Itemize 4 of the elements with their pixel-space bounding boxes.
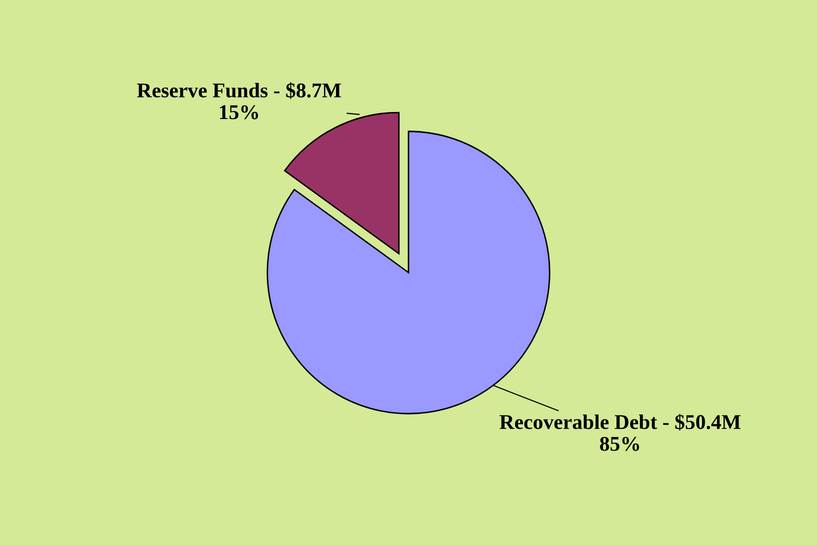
data-label: 85% xyxy=(600,436,640,451)
slice-label: Reserve Funds - $8.7M xyxy=(137,82,341,99)
slice-label: Recoverable Debt - $50.4M xyxy=(500,414,740,430)
data-label: 15% xyxy=(220,105,258,120)
